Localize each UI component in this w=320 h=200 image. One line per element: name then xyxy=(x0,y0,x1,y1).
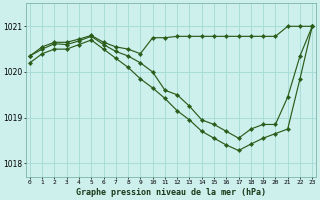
X-axis label: Graphe pression niveau de la mer (hPa): Graphe pression niveau de la mer (hPa) xyxy=(76,188,266,197)
